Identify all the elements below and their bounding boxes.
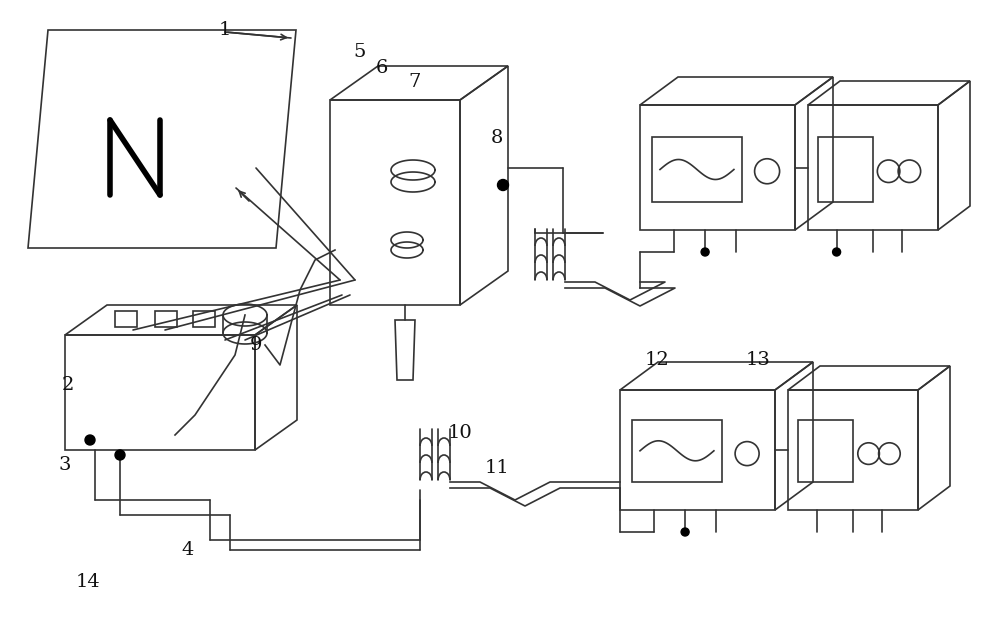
Circle shape [498,179,509,191]
Text: 9: 9 [250,336,262,354]
Text: 11: 11 [485,459,509,477]
Bar [115,311,137,327]
Bar [808,105,938,230]
Text: 1: 1 [219,21,231,39]
Bar [155,311,177,327]
Text: 10: 10 [448,424,472,442]
Bar [640,105,795,230]
Bar [798,420,853,482]
Bar [818,137,873,202]
Bar [652,137,742,202]
Text: 13: 13 [746,351,770,369]
Circle shape [833,248,841,256]
Text: 14: 14 [76,573,100,591]
Bar [788,390,918,510]
Text: 3: 3 [59,456,71,474]
Bar [620,390,775,510]
Circle shape [115,450,125,460]
Text: 8: 8 [491,129,503,147]
Text: 5: 5 [354,43,366,61]
Circle shape [681,528,689,536]
Circle shape [701,248,709,256]
Bar [193,311,215,327]
Bar [330,100,460,305]
Text: 12: 12 [645,351,669,369]
Text: 4: 4 [182,541,194,559]
Text: 6: 6 [376,59,388,77]
Text: 7: 7 [409,73,421,91]
Bar [632,420,722,482]
Circle shape [85,435,95,445]
Text: 2: 2 [62,376,74,394]
Bar [65,335,255,450]
